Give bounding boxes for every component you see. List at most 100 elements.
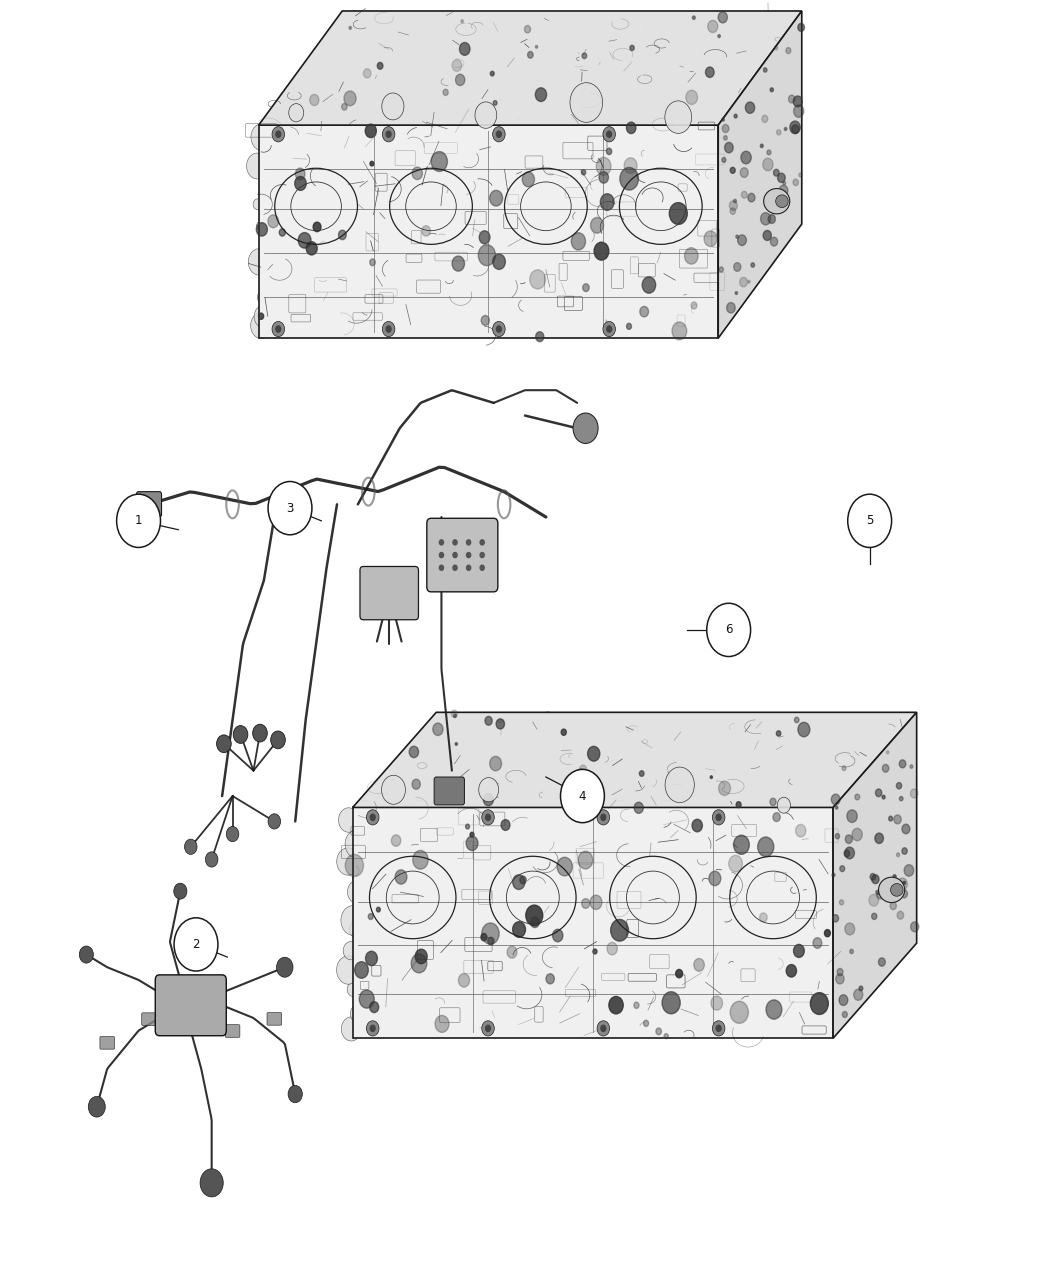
Polygon shape xyxy=(718,11,802,338)
Circle shape xyxy=(708,20,718,33)
Circle shape xyxy=(377,62,383,69)
Circle shape xyxy=(902,848,907,854)
Circle shape xyxy=(337,848,359,875)
Circle shape xyxy=(480,539,484,544)
Circle shape xyxy=(847,495,891,547)
Circle shape xyxy=(656,1028,662,1035)
Circle shape xyxy=(738,235,747,246)
Circle shape xyxy=(307,242,317,255)
Circle shape xyxy=(601,1025,607,1033)
Circle shape xyxy=(839,900,843,905)
Circle shape xyxy=(366,1021,379,1037)
Circle shape xyxy=(778,173,785,182)
Circle shape xyxy=(832,794,840,805)
Circle shape xyxy=(832,873,835,877)
Circle shape xyxy=(611,919,629,941)
Circle shape xyxy=(453,60,462,71)
Circle shape xyxy=(727,302,735,312)
Circle shape xyxy=(233,725,248,743)
Circle shape xyxy=(593,949,597,954)
Circle shape xyxy=(251,312,272,339)
Circle shape xyxy=(836,974,844,984)
Circle shape xyxy=(582,899,590,908)
Circle shape xyxy=(705,231,717,246)
Circle shape xyxy=(382,321,395,337)
Circle shape xyxy=(763,68,766,73)
Circle shape xyxy=(582,54,587,59)
Circle shape xyxy=(552,929,563,942)
Circle shape xyxy=(381,775,405,805)
Circle shape xyxy=(634,1002,639,1009)
Circle shape xyxy=(258,314,264,319)
FancyBboxPatch shape xyxy=(100,1037,114,1049)
Circle shape xyxy=(606,325,612,333)
Circle shape xyxy=(492,321,505,337)
Circle shape xyxy=(461,19,463,23)
Circle shape xyxy=(415,949,427,964)
Circle shape xyxy=(760,144,763,148)
Circle shape xyxy=(890,901,897,909)
Circle shape xyxy=(669,203,688,224)
Circle shape xyxy=(561,729,566,736)
Circle shape xyxy=(795,717,799,723)
FancyBboxPatch shape xyxy=(426,518,498,592)
Circle shape xyxy=(526,905,543,926)
Circle shape xyxy=(588,746,600,761)
Circle shape xyxy=(759,913,768,922)
Circle shape xyxy=(492,126,505,142)
Circle shape xyxy=(496,325,502,333)
Circle shape xyxy=(760,213,771,224)
Circle shape xyxy=(501,820,510,830)
Circle shape xyxy=(490,71,495,76)
Polygon shape xyxy=(833,713,917,1038)
Text: 3: 3 xyxy=(287,501,294,515)
Circle shape xyxy=(370,1002,379,1012)
Circle shape xyxy=(350,922,363,937)
Circle shape xyxy=(845,923,855,935)
Circle shape xyxy=(254,306,272,328)
Circle shape xyxy=(422,226,430,236)
Circle shape xyxy=(665,101,692,134)
Circle shape xyxy=(901,890,907,898)
Polygon shape xyxy=(353,807,833,1038)
Circle shape xyxy=(310,94,319,106)
Circle shape xyxy=(492,254,505,269)
Circle shape xyxy=(571,233,586,250)
Circle shape xyxy=(598,172,608,184)
Circle shape xyxy=(343,941,358,960)
Circle shape xyxy=(771,88,774,92)
Circle shape xyxy=(721,119,724,121)
Circle shape xyxy=(872,913,877,919)
Circle shape xyxy=(479,231,490,244)
Circle shape xyxy=(845,835,853,844)
Circle shape xyxy=(845,847,855,859)
Circle shape xyxy=(903,881,905,885)
Circle shape xyxy=(452,710,458,718)
Circle shape xyxy=(413,167,422,180)
Circle shape xyxy=(573,413,598,444)
Circle shape xyxy=(227,826,238,842)
Circle shape xyxy=(758,836,774,857)
Circle shape xyxy=(910,789,918,798)
Circle shape xyxy=(485,1025,491,1033)
Circle shape xyxy=(524,26,530,33)
Circle shape xyxy=(385,325,392,333)
Circle shape xyxy=(272,126,285,142)
Circle shape xyxy=(715,1025,721,1033)
Circle shape xyxy=(847,810,857,822)
Circle shape xyxy=(546,974,554,984)
Circle shape xyxy=(783,181,785,185)
Circle shape xyxy=(710,775,713,779)
Circle shape xyxy=(453,256,464,272)
Circle shape xyxy=(706,68,714,78)
Circle shape xyxy=(349,27,352,29)
Circle shape xyxy=(685,247,698,264)
FancyBboxPatch shape xyxy=(360,566,419,620)
Circle shape xyxy=(351,1005,364,1023)
Circle shape xyxy=(173,884,187,899)
FancyBboxPatch shape xyxy=(434,776,464,805)
Circle shape xyxy=(740,168,749,177)
Circle shape xyxy=(276,958,293,977)
Circle shape xyxy=(382,126,395,142)
Circle shape xyxy=(766,150,771,154)
